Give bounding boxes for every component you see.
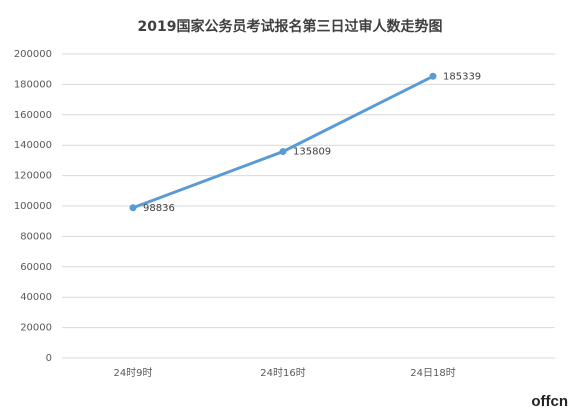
chart-title: 2019国家公务员考试报名第三日过审人数走势图 xyxy=(138,18,443,35)
data-label: 98836 xyxy=(143,203,175,214)
x-tick-label: 24时16时 xyxy=(260,367,305,379)
y-tick-label: 60000 xyxy=(20,262,52,273)
y-tick-label: 200000 xyxy=(14,49,52,60)
data-label: 135809 xyxy=(293,147,331,158)
y-tick-label: 120000 xyxy=(14,171,52,182)
y-tick-label: 20000 xyxy=(20,323,52,334)
point xyxy=(129,204,137,212)
y-tick-label: 100000 xyxy=(14,201,52,212)
y-tick-label: 180000 xyxy=(14,79,52,90)
y-tick-label: 40000 xyxy=(20,292,52,303)
watermark: offcn xyxy=(531,393,568,410)
y-tick-label: 140000 xyxy=(14,140,52,151)
y-tick-label: 80000 xyxy=(20,231,52,242)
x-tick-label: 24日18时 xyxy=(410,367,455,379)
point xyxy=(279,148,287,156)
point xyxy=(429,72,437,80)
x-tick-label: 24时9时 xyxy=(113,367,152,379)
y-tick-label: 0 xyxy=(46,353,52,364)
data-label: 185339 xyxy=(443,71,481,82)
line xyxy=(132,74,434,210)
y-tick-label: 160000 xyxy=(14,110,52,121)
